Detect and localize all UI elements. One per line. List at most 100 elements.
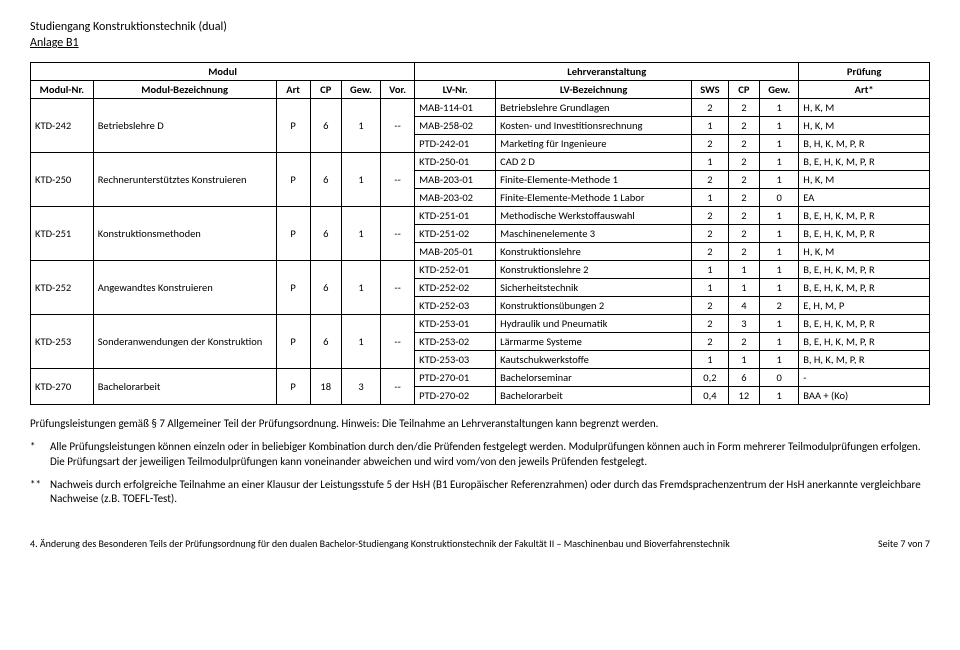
cell-cp2: 1 <box>728 279 759 297</box>
cell-cp2: 2 <box>728 117 759 135</box>
cell-gew2: 1 <box>760 315 799 333</box>
notes: Prüfungsleistungen gemäß § 7 Allgemeiner… <box>30 417 930 507</box>
cell-art: P <box>276 99 310 153</box>
cell-gew: 1 <box>341 99 380 153</box>
cell-gew2: 1 <box>760 351 799 369</box>
cell-gew2: 0 <box>760 189 799 207</box>
cell-sws: 1 <box>692 189 729 207</box>
note-p1: Prüfungsleistungen gemäß § 7 Allgemeiner… <box>30 417 930 432</box>
cell-modbez: Sonderanwendungen der Konstruktion <box>93 315 276 369</box>
cell-lvnr: KTD-253-03 <box>415 351 496 369</box>
cell-lvbez: Finite-Elemente-Methode 1 <box>496 171 692 189</box>
cell-art: P <box>276 369 310 405</box>
cell-modnr: KTD-251 <box>31 207 94 261</box>
cell-cp2: 2 <box>728 189 759 207</box>
cell-gew2: 1 <box>760 225 799 243</box>
cell-vor: -- <box>381 99 415 153</box>
cell-lvbez: Methodische Werkstoffauswahl <box>496 207 692 225</box>
cell-artp: B, H, K, M, P, R <box>799 135 930 153</box>
section-modul: Modul <box>31 63 415 81</box>
cell-sws: 2 <box>692 207 729 225</box>
cell-cp2: 2 <box>728 99 759 117</box>
note-dstar-mark: ** <box>30 478 50 508</box>
cell-cp: 6 <box>310 153 341 207</box>
col-cp2: CP <box>728 81 759 99</box>
cell-sws: 2 <box>692 135 729 153</box>
cell-lvbez: Lärmarme Systeme <box>496 333 692 351</box>
note-dstar-text: Nachweis durch erfolgreiche Teilnahme an… <box>50 478 930 508</box>
cell-gew2: 1 <box>760 207 799 225</box>
cell-sws: 2 <box>692 99 729 117</box>
col-lvbez: LV-Bezeichnung <box>496 81 692 99</box>
cell-vor: -- <box>381 315 415 369</box>
cell-lvbez: Kosten- und Investitionsrechnung <box>496 117 692 135</box>
cell-artp: H, K, M <box>799 171 930 189</box>
cell-cp: 6 <box>310 99 341 153</box>
cell-cp2: 12 <box>728 387 759 405</box>
cell-sws: 2 <box>692 171 729 189</box>
cell-gew2: 1 <box>760 243 799 261</box>
cell-gew2: 1 <box>760 333 799 351</box>
cell-cp2: 2 <box>728 171 759 189</box>
cell-lvnr: PTD-270-01 <box>415 369 496 387</box>
cell-lvbez: Hydraulik und Pneumatik <box>496 315 692 333</box>
col-vor: Vor. <box>381 81 415 99</box>
cell-sws: 2 <box>692 315 729 333</box>
cell-lvbez: Bachelorseminar <box>496 369 692 387</box>
table-row: KTD-242Betriebslehre DP61--MAB-114-01Bet… <box>31 99 930 117</box>
table-row: KTD-250Rechnerunterstütztes Konstruieren… <box>31 153 930 171</box>
cell-vor: -- <box>381 261 415 315</box>
cell-gew2: 1 <box>760 387 799 405</box>
cell-lvnr: MAB-205-01 <box>415 243 496 261</box>
cell-gew2: 1 <box>760 135 799 153</box>
col-modbez: Modul-Bezeichnung <box>93 81 276 99</box>
cell-cp2: 2 <box>728 225 759 243</box>
cell-sws: 1 <box>692 279 729 297</box>
cell-gew2: 1 <box>760 99 799 117</box>
cell-sws: 2 <box>692 297 729 315</box>
cell-artp: H, K, M <box>799 243 930 261</box>
col-modnr: Modul-Nr. <box>31 81 94 99</box>
cell-sws: 2 <box>692 243 729 261</box>
table-row: KTD-270BachelorarbeitP183--PTD-270-01Bac… <box>31 369 930 387</box>
cell-cp2: 2 <box>728 153 759 171</box>
cell-artp: H, K, M <box>799 99 930 117</box>
cell-modnr: KTD-250 <box>31 153 94 207</box>
table-row: KTD-252Angewandtes KonstruierenP61--KTD-… <box>31 261 930 279</box>
cell-gew: 1 <box>341 207 380 261</box>
cell-gew2: 2 <box>760 297 799 315</box>
cell-artp: EA <box>799 189 930 207</box>
cell-lvbez: Konstruktionslehre 2 <box>496 261 692 279</box>
cell-sws: 2 <box>692 333 729 351</box>
cell-gew: 1 <box>341 153 380 207</box>
cell-art: P <box>276 315 310 369</box>
cell-artp: B, E, H, K, M, P, R <box>799 261 930 279</box>
cell-lvnr: KTD-251-01 <box>415 207 496 225</box>
cell-lvnr: KTD-252-03 <box>415 297 496 315</box>
col-artp: Art* <box>799 81 930 99</box>
cell-artp: B, E, H, K, M, P, R <box>799 153 930 171</box>
cell-lvnr: KTD-253-02 <box>415 333 496 351</box>
cell-art: P <box>276 207 310 261</box>
cell-lvnr: PTD-242-01 <box>415 135 496 153</box>
cell-cp: 6 <box>310 315 341 369</box>
cell-artp: E, H, M, P <box>799 297 930 315</box>
cell-lvbez: Betriebslehre Grundlagen <box>496 99 692 117</box>
cell-modbez: Betriebslehre D <box>93 99 276 153</box>
section-pruef: Prüfung <box>799 63 930 81</box>
cell-modbez: Angewandtes Konstruieren <box>93 261 276 315</box>
cell-artp: - <box>799 369 930 387</box>
cell-modbez: Rechnerunterstütztes Konstruieren <box>93 153 276 207</box>
cell-cp2: 1 <box>728 261 759 279</box>
cell-modnr: KTD-253 <box>31 315 94 369</box>
cell-artp: B, E, H, K, M, P, R <box>799 315 930 333</box>
cell-cp2: 2 <box>728 333 759 351</box>
col-sws: SWS <box>692 81 729 99</box>
footer: 4. Änderung des Besonderen Teils der Prü… <box>30 537 930 550</box>
cell-modnr: KTD-242 <box>31 99 94 153</box>
cell-cp2: 1 <box>728 351 759 369</box>
cell-lvnr: MAB-203-01 <box>415 171 496 189</box>
col-gew: Gew. <box>341 81 380 99</box>
cell-gew: 3 <box>341 369 380 405</box>
cell-gew2: 1 <box>760 171 799 189</box>
